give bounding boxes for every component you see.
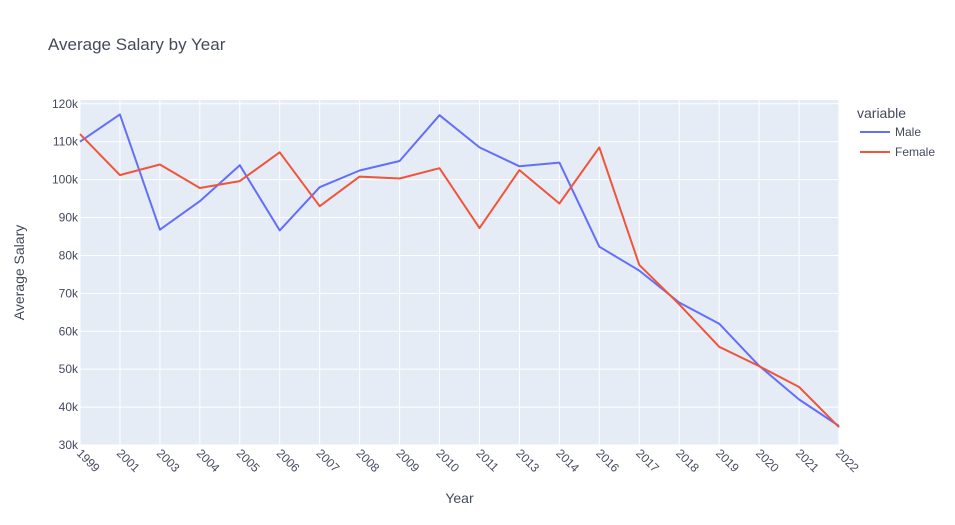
x-tick-label: 2010 bbox=[433, 446, 462, 475]
x-tick-label: 2018 bbox=[673, 446, 702, 475]
y-tick-label: 70k bbox=[59, 286, 79, 300]
x-axis-ticks: 1999 2001 2003 2004 2005 2006 2007 2008 2009 2010… bbox=[74, 446, 862, 475]
x-tick-label: 2006 bbox=[274, 446, 303, 475]
x-tick-label: 2008 bbox=[354, 446, 383, 475]
y-tick-label: 110k bbox=[53, 135, 79, 149]
x-tick-label: 2014 bbox=[553, 446, 582, 475]
y-tick-label: 120k bbox=[52, 97, 79, 111]
x-tick-label: 2016 bbox=[593, 446, 622, 475]
legend-label: Male bbox=[895, 125, 921, 139]
series-line-female bbox=[79, 133, 840, 428]
x-tick-label: 2001 bbox=[114, 446, 143, 475]
x-tick-label: 2004 bbox=[194, 446, 223, 475]
chart-title: Average Salary by Year bbox=[48, 35, 226, 54]
x-tick-label: 2013 bbox=[513, 446, 542, 475]
x-tick-label: 2022 bbox=[833, 446, 862, 475]
x-tick-label: 2019 bbox=[713, 446, 742, 475]
legend-label: Female bbox=[895, 145, 935, 159]
legend-item-female[interactable]: Female bbox=[860, 145, 935, 159]
x-tick-label: 2017 bbox=[633, 446, 662, 475]
x-tick-label: 1999 bbox=[74, 446, 103, 475]
y-axis-title: Average Salary bbox=[11, 225, 27, 320]
series-line-male bbox=[79, 113, 840, 427]
x-tick-label: 2021 bbox=[793, 446, 822, 475]
y-tick-label: 40k bbox=[59, 400, 79, 414]
x-tick-label: 2020 bbox=[753, 446, 782, 475]
x-axis-title: Year bbox=[445, 490, 474, 506]
x-tick-label: 2007 bbox=[314, 446, 343, 475]
x-tick-label: 2003 bbox=[154, 446, 183, 475]
y-tick-label: 50k bbox=[59, 362, 79, 376]
y-axis-ticks: 30k 40k 50k 60k 70k 80k 90k 100k 110k 120k bbox=[52, 97, 79, 452]
y-tick-label: 80k bbox=[59, 248, 79, 262]
series-lines bbox=[79, 113, 840, 428]
plot-area bbox=[80, 100, 839, 445]
y-tick-label: 100k bbox=[52, 173, 79, 187]
x-tick-label: 2005 bbox=[234, 446, 263, 475]
x-tick-label: 2009 bbox=[393, 446, 422, 475]
y-tick-label: 60k bbox=[59, 324, 79, 338]
legend-item-male[interactable]: Male bbox=[860, 125, 921, 139]
y-tick-label: 30k bbox=[59, 438, 79, 452]
x-tick-label: 2011 bbox=[473, 446, 501, 474]
legend-title: variable bbox=[857, 105, 906, 121]
y-tick-label: 90k bbox=[59, 211, 79, 225]
legend: variable Male Female bbox=[857, 105, 935, 159]
